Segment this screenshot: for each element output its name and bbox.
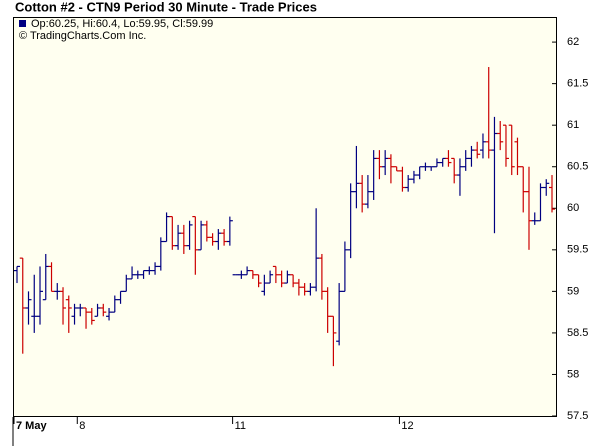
legend-swatch <box>19 20 26 27</box>
y-tick-label: 58.5 <box>567 327 588 339</box>
x-tick-label: 7 May <box>16 420 47 432</box>
chart-title: Cotton #2 - CTN9 Period 30 Minute - Trad… <box>15 0 317 14</box>
x-tick-label: 12 <box>401 420 413 432</box>
y-tick-label: 59.5 <box>567 244 588 256</box>
y-tick-label: 59 <box>567 285 579 297</box>
y-tick-label: 61 <box>567 119 579 131</box>
y-tick-label: 61.5 <box>567 78 588 90</box>
x-tick-label: 8 <box>79 420 85 432</box>
y-tick-label: 60 <box>567 202 579 214</box>
legend-text: Op:60.25, Hi:60.4, Lo:59.95, Cl:59.99 <box>31 18 213 30</box>
plot-area <box>13 17 557 417</box>
x-tick-label: 11 <box>235 420 246 432</box>
y-tick-label: 58 <box>567 368 579 380</box>
y-tick-label: 62 <box>567 36 579 48</box>
copyright: © TradingCharts.Com Inc. <box>19 30 146 42</box>
y-tick-label: 60.5 <box>567 161 588 173</box>
y-tick-label: 57.5 <box>567 410 588 422</box>
